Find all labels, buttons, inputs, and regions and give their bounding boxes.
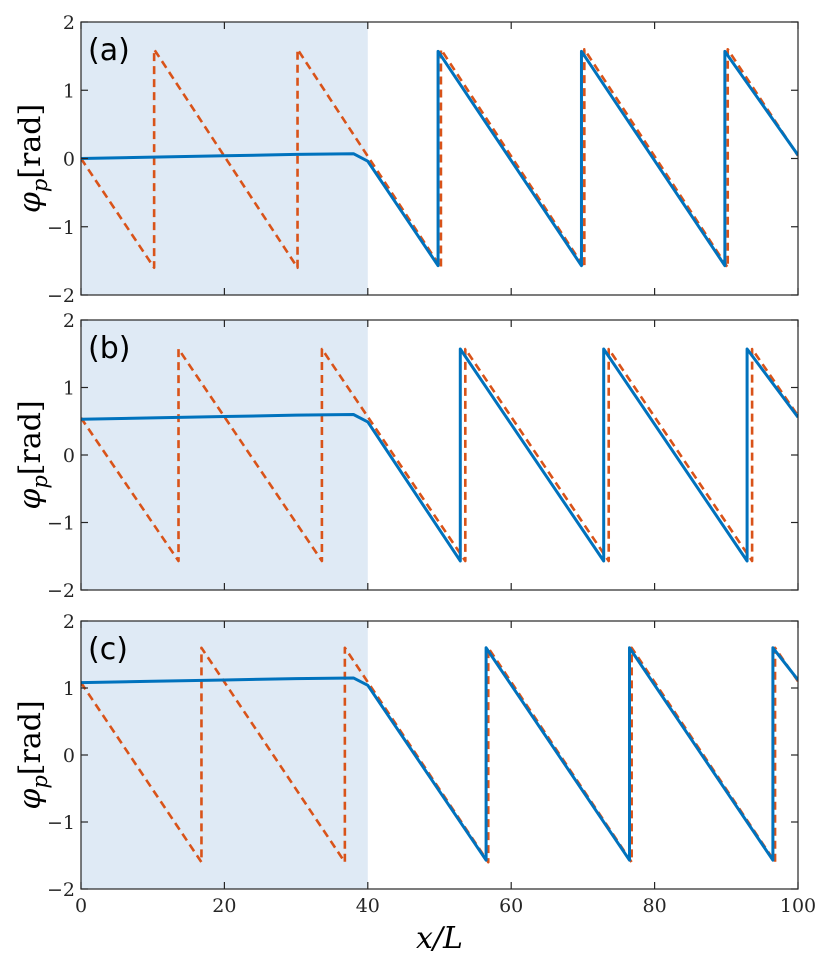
y-tick-label: −1: [47, 513, 75, 535]
x-tick-label: 20: [212, 895, 236, 917]
y-tick-label: 1: [63, 678, 75, 700]
y-tick-label: 1: [63, 80, 75, 102]
y-tick-label: −1: [47, 812, 75, 834]
series-solid-line: [81, 49, 798, 268]
y-tick-label: 2: [63, 310, 75, 332]
y-tick-label: −2: [47, 285, 75, 307]
panel-label: (c): [88, 632, 128, 667]
shaded-region: [81, 621, 368, 889]
y-tick-label: 1: [63, 378, 75, 400]
y-axis-label: φp[rad]: [13, 700, 52, 809]
y-tick-label: −1: [47, 217, 75, 239]
y-tick-label: 2: [63, 611, 75, 633]
y-axis-label: φp[rad]: [13, 104, 52, 213]
series-dashed-line: [81, 646, 798, 864]
series-dashed-line: [81, 48, 798, 269]
series-solid-line: [81, 646, 798, 862]
panel-b: −2 −1 0 1 2 (b) φp[rad]: [13, 310, 799, 602]
series-dashed-line: [81, 347, 798, 563]
y-tick-label: 0: [63, 149, 75, 171]
y-tick-label: 0: [63, 445, 75, 467]
shaded-region: [81, 320, 368, 590]
x-tick-label: 60: [499, 895, 523, 917]
panel-label: (b): [88, 331, 130, 366]
panel-label: (a): [88, 33, 130, 68]
x-tick-label: 100: [780, 895, 816, 917]
x-tick-label: 40: [356, 895, 380, 917]
y-axis-label: φp[rad]: [13, 400, 52, 509]
y-tick-label: −2: [47, 580, 75, 602]
x-tick-label: 80: [643, 895, 667, 917]
y-tick-label: −2: [47, 879, 75, 901]
panels: −2 −1 0 1 2 (a) φp[rad] −2 −1 0 1 2 (b) φp[rad] −2 −1 0 1…: [13, 12, 816, 956]
x-axis-label: x/L: [416, 921, 463, 956]
y-tick-label: 2: [63, 12, 75, 34]
series-solid-line: [81, 347, 798, 563]
panel-a: −2 −1 0 1 2 (a) φp[rad]: [13, 12, 799, 307]
x-tick-label: 0: [75, 895, 87, 917]
y-tick-label: 0: [63, 745, 75, 767]
